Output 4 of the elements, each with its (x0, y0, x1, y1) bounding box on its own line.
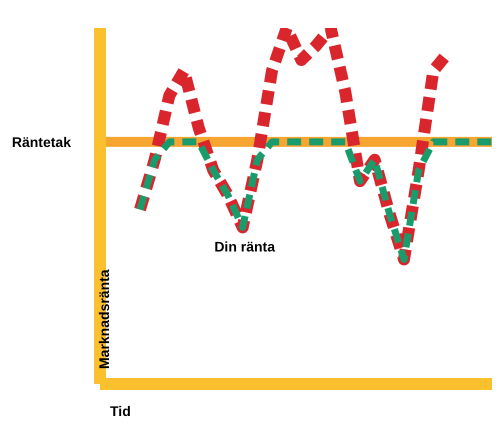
x-axis-title: Tid (110, 403, 131, 419)
y-axis-title: Marknadsränta (96, 269, 112, 369)
series-label: Din ränta (214, 238, 276, 254)
ref-line-label: Räntetak (12, 134, 72, 150)
